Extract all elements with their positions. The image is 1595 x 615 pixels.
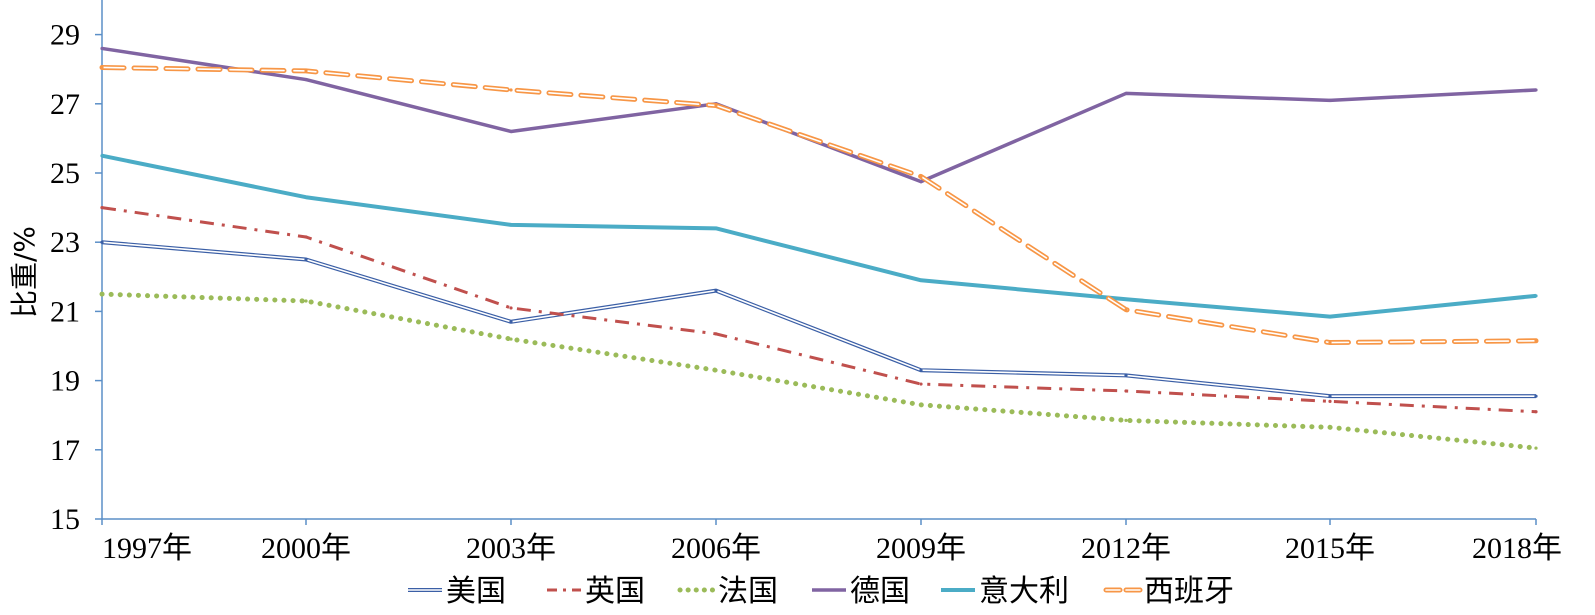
data-point bbox=[100, 65, 104, 70]
data-point bbox=[714, 368, 718, 372]
data-point bbox=[1328, 314, 1332, 319]
axes bbox=[101, 0, 1536, 520]
legend-label: 德国 bbox=[850, 574, 910, 609]
data-point bbox=[304, 69, 308, 73]
legend-item: 法国 bbox=[677, 574, 778, 609]
data-point bbox=[919, 278, 923, 282]
series-5 bbox=[99, 64, 1539, 346]
series-line bbox=[101, 153, 1537, 319]
data-point bbox=[304, 235, 308, 239]
data-point bbox=[304, 77, 308, 82]
series-2 bbox=[99, 291, 1539, 451]
series-1 bbox=[100, 206, 1538, 414]
series-layer bbox=[99, 46, 1539, 451]
data-point bbox=[304, 195, 308, 199]
data-point bbox=[919, 403, 923, 407]
data-point bbox=[100, 154, 104, 158]
y-tick-label: 19 bbox=[50, 365, 80, 398]
data-point bbox=[1124, 389, 1128, 393]
y-tick-label: 23 bbox=[50, 226, 80, 259]
series-line bbox=[101, 206, 1537, 414]
data-point bbox=[1124, 418, 1128, 422]
y-ticks: 15 17 19 21 23 25 27 29 bbox=[50, 19, 102, 536]
series-line-outer bbox=[101, 240, 1536, 399]
x-tick-label: 2003年 bbox=[466, 532, 556, 565]
x-tick-label: 2015年 bbox=[1285, 532, 1375, 565]
data-point bbox=[1328, 98, 1332, 102]
series-line bbox=[101, 46, 1537, 184]
y-tick-label: 15 bbox=[50, 503, 80, 536]
legend-label: 西班牙 bbox=[1144, 574, 1234, 609]
y-tick-label: 27 bbox=[50, 88, 80, 121]
x-ticks: 1997年 2000年 2003年 2006年 2009年 2012年 2015年 2018年 bbox=[101, 519, 1562, 565]
legend-item: 英国 bbox=[547, 574, 645, 609]
legend-item: 美国 bbox=[408, 574, 506, 609]
data-point bbox=[100, 46, 104, 51]
data-point bbox=[1124, 91, 1128, 96]
x-tick-label: 2006年 bbox=[671, 532, 761, 565]
data-point bbox=[1328, 399, 1332, 403]
x-tick-label: 2018年 bbox=[1472, 532, 1562, 565]
data-point bbox=[1328, 425, 1332, 429]
x-tick-label: 2000年 bbox=[261, 532, 351, 565]
legend-item: 西班牙 bbox=[1103, 574, 1234, 609]
data-point bbox=[509, 223, 513, 227]
data-point bbox=[919, 368, 923, 372]
data-point bbox=[100, 206, 104, 210]
legend: 美国 英国 法国 德国 意大利 西班牙 bbox=[408, 574, 1234, 609]
data-point bbox=[714, 289, 718, 293]
data-point bbox=[509, 320, 513, 324]
data-point bbox=[1534, 394, 1538, 398]
data-point bbox=[714, 332, 718, 336]
data-point bbox=[1124, 373, 1128, 378]
data-point bbox=[509, 306, 513, 310]
data-point bbox=[919, 382, 923, 386]
data-point bbox=[304, 257, 308, 262]
legend-item: 德国 bbox=[812, 574, 910, 609]
data-point bbox=[1328, 340, 1332, 345]
data-point bbox=[1534, 88, 1538, 92]
y-tick-label: 17 bbox=[50, 434, 80, 467]
data-point bbox=[919, 180, 923, 184]
x-tick-label: 2009年 bbox=[876, 532, 966, 565]
y-tick-label: 21 bbox=[50, 295, 80, 328]
legend-label: 意大利 bbox=[979, 574, 1069, 609]
data-point bbox=[100, 292, 104, 296]
data-point bbox=[1534, 410, 1538, 414]
legend-label: 法国 bbox=[718, 574, 778, 609]
data-point bbox=[1124, 308, 1128, 312]
legend-label: 英国 bbox=[585, 574, 645, 609]
data-point bbox=[509, 129, 513, 134]
series-0 bbox=[100, 240, 1538, 399]
data-point bbox=[304, 299, 308, 303]
data-point bbox=[1534, 294, 1538, 298]
x-tick-label: 2012年 bbox=[1081, 532, 1171, 565]
x-tick-label: 1997年 bbox=[102, 532, 192, 565]
series-4 bbox=[100, 153, 1538, 319]
data-point bbox=[919, 174, 923, 179]
series-line-outer bbox=[99, 64, 1539, 346]
data-point bbox=[1534, 446, 1538, 450]
data-point bbox=[714, 103, 718, 108]
data-point bbox=[1124, 297, 1128, 301]
y-axis-title: 比重/% bbox=[8, 226, 41, 318]
data-point bbox=[509, 337, 513, 341]
series-line-inner bbox=[101, 241, 1536, 397]
y-tick-label: 29 bbox=[50, 19, 80, 52]
y-tick-label: 25 bbox=[50, 157, 80, 190]
series-3 bbox=[100, 46, 1538, 184]
data-point bbox=[1534, 339, 1538, 343]
series-line-inner bbox=[101, 66, 1537, 344]
series-line bbox=[99, 291, 1539, 451]
data-point bbox=[100, 240, 104, 244]
data-point bbox=[1328, 394, 1332, 398]
data-point bbox=[714, 226, 718, 230]
legend-label: 美国 bbox=[446, 574, 506, 609]
legend-item: 意大利 bbox=[941, 574, 1069, 609]
data-point bbox=[509, 88, 513, 92]
